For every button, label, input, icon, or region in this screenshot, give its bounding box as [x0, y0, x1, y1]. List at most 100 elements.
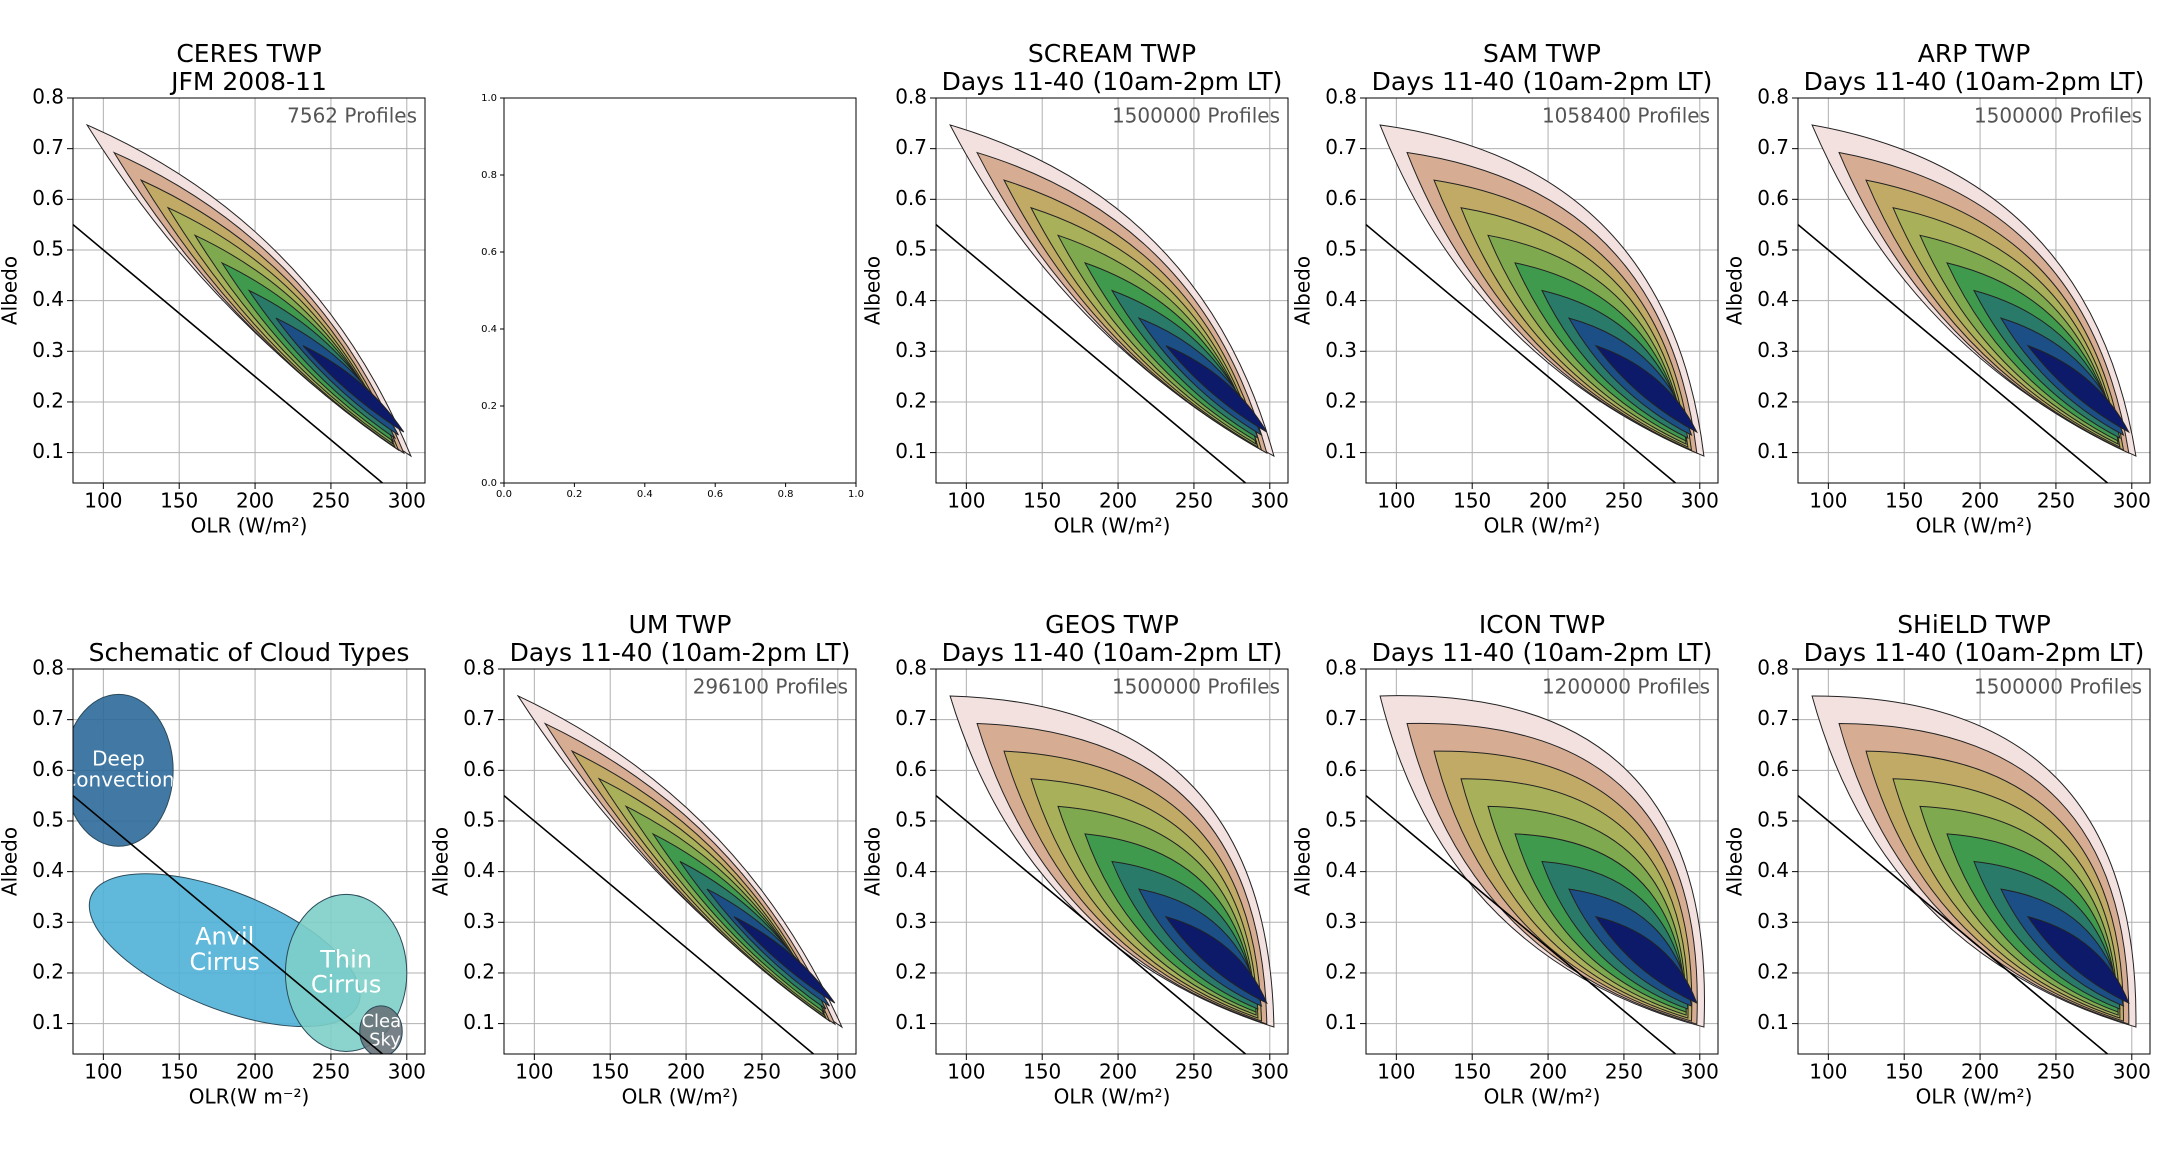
y-tick-label: 0.8 — [1325, 656, 1357, 680]
y-tick-label: 1.0 — [481, 93, 497, 104]
x-tick-label: 0.8 — [778, 489, 794, 500]
y-tick-label: 0.2 — [32, 959, 64, 983]
y-tick-label: 0.4 — [1325, 287, 1357, 311]
panel-title: SAM TWP — [1483, 39, 1601, 68]
y-tick-label: 0.8 — [895, 85, 927, 109]
y-tick-label: 0.2 — [895, 959, 927, 983]
y-tick-label: 0.6 — [481, 247, 497, 258]
y-tick-label: 0.3 — [1757, 338, 1789, 362]
y-tick-label: 0.3 — [32, 338, 64, 362]
y-axis-label: Albedo — [0, 827, 22, 896]
y-tick-label: 0.3 — [1325, 909, 1357, 933]
profile-count: 1500000 Profiles — [1112, 104, 1280, 128]
plot-area — [936, 124, 1275, 483]
y-tick-label: 0.2 — [1757, 959, 1789, 983]
y-tick-label: 0.7 — [1325, 706, 1357, 730]
x-tick-label: 250 — [1175, 489, 1213, 513]
y-tick-label: 0.4 — [1325, 858, 1357, 882]
panel-subtitle: Days 11-40 (10am-2pm LT) — [510, 638, 851, 667]
x-axis-label: OLR (W/m²) — [622, 1085, 739, 1109]
y-tick-label: 0.4 — [895, 858, 927, 882]
plot-area — [504, 694, 844, 1054]
panel-subtitle: JFM 2008-11 — [169, 67, 327, 96]
y-tick-label: 0.2 — [463, 959, 495, 983]
fit-line — [504, 795, 815, 1054]
panel-title: SHiELD TWP — [1897, 610, 2051, 639]
fit-line — [1798, 795, 2109, 1054]
x-tick-label: 150 — [1023, 1060, 1061, 1084]
y-tick-label: 0.4 — [481, 324, 497, 335]
contour-fill — [1164, 915, 1268, 1005]
fit-line — [73, 224, 384, 483]
y-tick-label: 0.1 — [32, 439, 64, 463]
x-tick-label: 300 — [819, 1060, 857, 1084]
fit-line — [1798, 224, 2109, 483]
y-tick-label: 0.6 — [463, 757, 495, 781]
x-tick-label: 1.0 — [848, 489, 864, 500]
cloud-label: Cirrus — [311, 971, 381, 999]
y-tick-label: 0.8 — [32, 85, 64, 109]
x-tick-label: 100 — [1809, 489, 1847, 513]
plot-area — [1366, 695, 1705, 1054]
x-tick-label: 150 — [160, 1060, 198, 1084]
y-tick-label: 0.5 — [895, 236, 927, 260]
x-axis-label: OLR (W/m²) — [1484, 514, 1601, 538]
x-tick-label: 300 — [1681, 1060, 1719, 1084]
fit-line — [73, 795, 384, 1054]
axes-frame — [935, 97, 1289, 484]
x-tick-label: 150 — [1453, 489, 1491, 513]
y-axis-label: Albedo — [429, 827, 453, 896]
panel-subtitle: Days 11-40 (10am-2pm LT) — [942, 67, 1283, 96]
y-tick-label: 0.7 — [1325, 135, 1357, 159]
y-tick-label: 0.7 — [1757, 706, 1789, 730]
y-tick-label: 0.7 — [32, 706, 64, 730]
y-tick-label: 0.1 — [1325, 1010, 1357, 1034]
fit-line — [1366, 224, 1677, 483]
x-tick-label: 300 — [1681, 489, 1719, 513]
y-tick-label: 0.8 — [32, 656, 64, 680]
x-axis-label: OLR(W m⁻²) — [189, 1085, 310, 1109]
cloud-region — [73, 693, 174, 847]
y-tick-label: 0.3 — [1757, 909, 1789, 933]
cloud-region — [359, 1005, 403, 1054]
axes-frame — [503, 668, 857, 1055]
y-tick-label: 0.8 — [1757, 85, 1789, 109]
y-tick-label: 0.1 — [1325, 439, 1357, 463]
y-tick-label: 0.1 — [895, 1010, 927, 1034]
x-tick-label: 250 — [1605, 489, 1643, 513]
x-tick-label: 150 — [1885, 489, 1923, 513]
panel-title: ARP TWP — [1918, 39, 2031, 68]
y-tick-label: 0.2 — [1325, 959, 1357, 983]
y-axis-label: Albedo — [861, 827, 885, 896]
x-tick-label: 200 — [667, 1060, 705, 1084]
x-tick-label: 100 — [84, 489, 122, 513]
y-tick-label: 0.4 — [463, 858, 495, 882]
y-tick-label: 0.6 — [895, 757, 927, 781]
axes-frame — [1797, 97, 2151, 484]
y-tick-label: 0.4 — [1757, 858, 1789, 882]
x-axis-label: OLR (W/m²) — [191, 514, 308, 538]
y-tick-label: 0.1 — [32, 1010, 64, 1034]
y-axis-label: Albedo — [1291, 256, 1315, 325]
panel-subtitle: Days 11-40 (10am-2pm LT) — [1804, 638, 2145, 667]
x-tick-label: 0.6 — [707, 489, 723, 500]
contour-fill — [1165, 345, 1268, 433]
y-tick-label: 0.4 — [895, 287, 927, 311]
x-axis-label: OLR (W/m²) — [1054, 514, 1171, 538]
profile-count: 1500000 Profiles — [1974, 675, 2142, 699]
contour-fill — [1594, 915, 1698, 1005]
y-tick-label: 0.7 — [1757, 135, 1789, 159]
profile-count: 1058400 Profiles — [1542, 104, 1710, 128]
panel-subtitle: Days 11-40 (10am-2pm LT) — [1372, 638, 1713, 667]
y-tick-label: 0.7 — [32, 135, 64, 159]
y-tick-label: 0.1 — [895, 439, 927, 463]
y-tick-label: 0.3 — [463, 909, 495, 933]
y-tick-label: 0.8 — [463, 656, 495, 680]
cloud-label: Thin — [319, 945, 372, 973]
panel-title: GEOS TWP — [1045, 610, 1179, 639]
y-tick-label: 0.6 — [32, 186, 64, 210]
x-tick-label: 150 — [160, 489, 198, 513]
